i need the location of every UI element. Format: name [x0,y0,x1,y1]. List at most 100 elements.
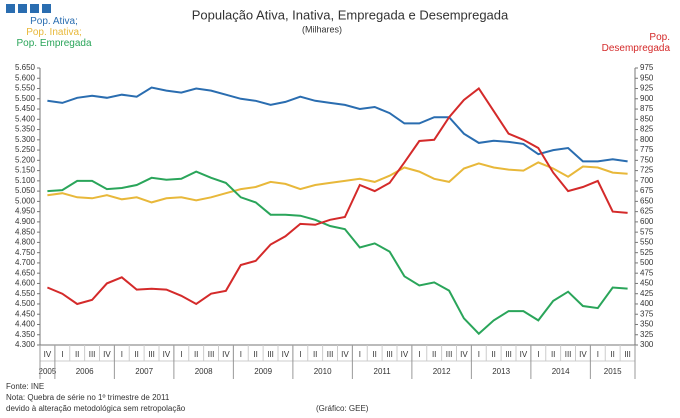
y2-tick-label: 700 [640,176,654,185]
y2-tick-label: 600 [640,217,654,226]
logo [42,4,51,13]
legend: Pop. Ativa; Pop. Inativa; Pop. Empregada [6,16,102,49]
y2-tick-label: 725 [640,166,654,175]
x-tick-label: II [313,350,317,359]
x-tick-label: III [505,350,512,359]
x-tick-label: II [610,350,614,359]
x-tick-label: II [432,350,436,359]
y2-tick-label: 550 [640,238,654,247]
x-tick-label: III [446,350,453,359]
x-tick-label: I [180,350,182,359]
x-tick-label: I [597,350,599,359]
y2-tick-label: 300 [640,340,654,349]
y-tick-label: 4.950 [15,207,36,216]
x-tick-label: IV [163,350,171,359]
x-tick-label: I [478,350,480,359]
x-group-label: 2015 [604,367,622,376]
x-tick-label: IV [222,350,230,359]
legend-entry: Pop. Empregada [16,38,92,49]
y-tick-label: 5.350 [15,125,36,134]
y2-tick-label: 350 [640,320,654,329]
y2-tick-label: 775 [640,145,654,154]
y-tick-label: 4.750 [15,248,36,257]
y-tick-label: 5.500 [15,94,36,103]
line-series [47,86,628,163]
x-tick-label: IV [579,350,587,359]
x-tick-label: II [253,350,257,359]
x-tick-label: II [372,350,376,359]
y2-tick-label: 575 [640,227,654,236]
y-tick-label: 4.650 [15,268,36,277]
x-group-label: 2014 [552,367,570,376]
y2-tick-label: 325 [640,330,654,339]
x-tick-label: II [194,350,198,359]
x-group-label: 2008 [195,367,213,376]
x-tick-label: III [89,350,96,359]
x-tick-label: I [240,350,242,359]
x-group-label: 2006 [76,367,94,376]
y2-tick-label: 525 [640,248,654,257]
logo [6,4,15,13]
x-tick-label: II [551,350,555,359]
y-tick-label: 4.300 [15,340,36,349]
x-group-label: 2011 [374,367,392,376]
y2-tick-label: 450 [640,279,654,288]
y2-tick-label: 425 [640,289,654,298]
y-tick-label: 4.800 [15,238,36,247]
x-tick-label: IV [520,350,528,359]
y-tick-label: 4.600 [15,279,36,288]
legend-entry: Pop. Desempregada [601,32,670,54]
x-group-label: 2013 [492,367,510,376]
y-tick-label: 4.400 [15,320,36,329]
x-tick-label: I [299,350,301,359]
y-tick-label: 4.900 [15,217,36,226]
x-group-label: 2005 [39,367,57,376]
y-tick-label: 5.650 [15,63,36,72]
y2-tick-label: 400 [640,299,654,308]
x-tick-label: II [491,350,495,359]
x-tick-label: III [624,350,631,359]
x-tick-label: I [537,350,539,359]
y2-tick-label: 900 [640,94,654,103]
y-tick-label: 5.450 [15,104,36,113]
line-series [47,161,628,204]
x-tick-label: III [565,350,572,359]
y-tick-label: 4.700 [15,258,36,267]
y-tick-label: 5.200 [15,155,36,164]
y-tick-label: 5.100 [15,176,36,185]
y2-tick-label: 625 [640,207,654,216]
y2-tick-label: 850 [640,114,654,123]
x-tick-label: IV [341,350,349,359]
y-tick-label: 4.850 [15,227,36,236]
x-tick-label: II [75,350,79,359]
x-tick-label: IV [44,350,52,359]
y-tick-label: 5.400 [15,114,36,123]
y-tick-label: 4.550 [15,289,36,298]
y-tick-label: 4.500 [15,299,36,308]
x-tick-label: III [148,350,155,359]
x-tick-label: IV [460,350,468,359]
note: Fonte: INE [6,382,45,391]
line-series [47,170,628,336]
logo [30,4,39,13]
y2-tick-label: 950 [640,73,654,82]
y2-tick-label: 825 [640,125,654,134]
y2-tick-label: 375 [640,309,654,318]
note: devido à alteração metodológica sem retr… [6,404,186,413]
y2-tick-label: 750 [640,155,654,164]
y2-tick-label: 975 [640,63,654,72]
x-group-label: 2009 [254,367,272,376]
y2-tick-label: 650 [640,196,654,205]
y-tick-label: 4.350 [15,330,36,339]
y-tick-label: 5.550 [15,84,36,93]
x-tick-label: I [121,350,123,359]
y2-tick-label: 475 [640,268,654,277]
y2-tick-label: 500 [640,258,654,267]
x-tick-label: III [386,350,393,359]
x-group-label: 2007 [135,367,153,376]
x-group-label: 2012 [433,367,451,376]
note: Nota: Quebra de série no 1º trimestre de… [6,393,170,402]
legend-entry: Pop. Inativa; [26,27,82,38]
